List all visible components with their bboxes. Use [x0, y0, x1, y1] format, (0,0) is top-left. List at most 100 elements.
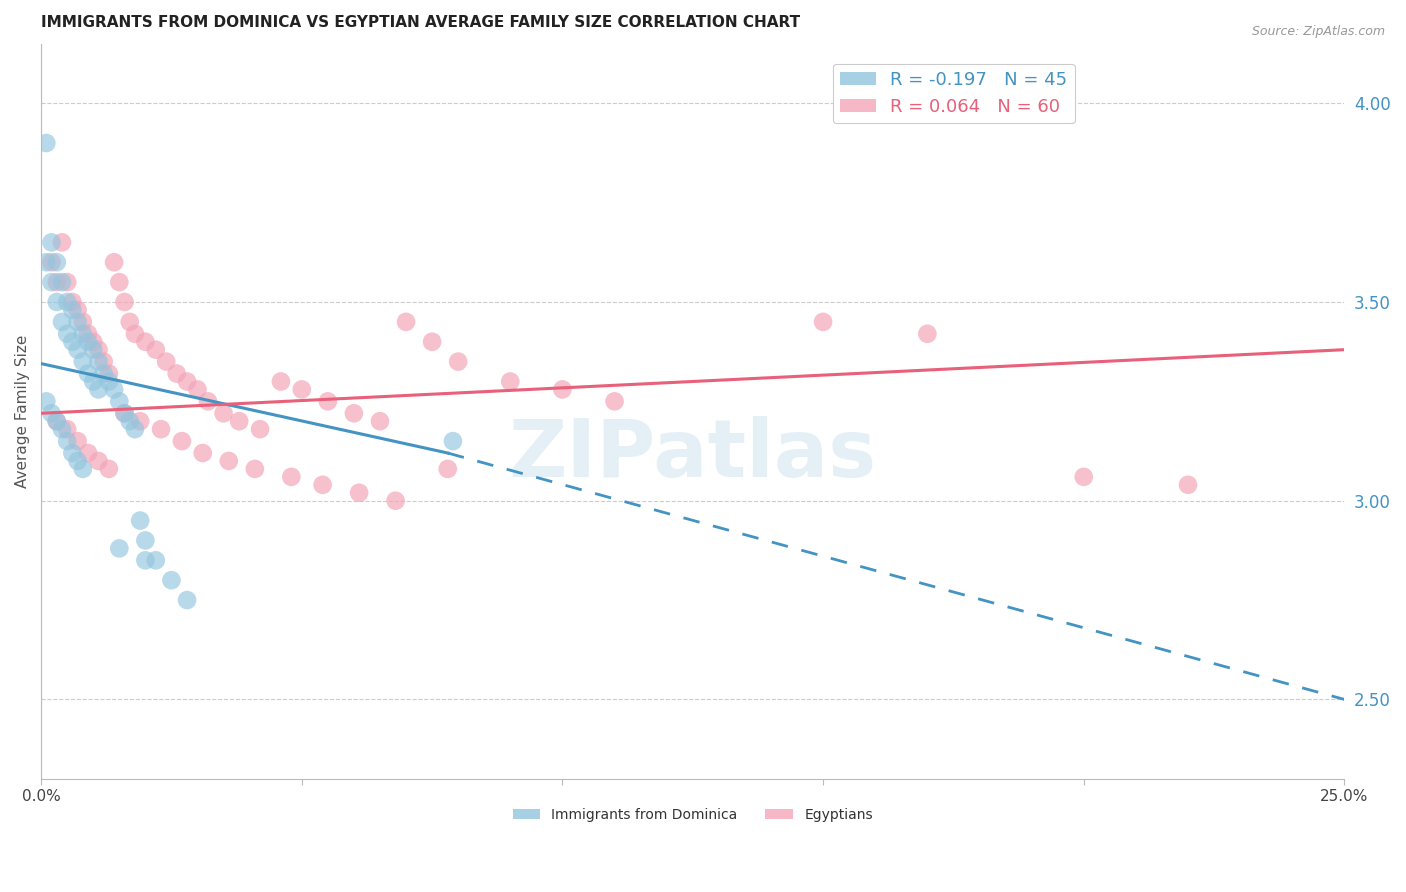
- Point: [291, 383, 314, 397]
- Point: [51, 422, 73, 436]
- Point: [155, 354, 177, 368]
- Point: [77, 446, 100, 460]
- Text: ZIPatlas: ZIPatlas: [509, 417, 877, 494]
- Point: [72, 315, 94, 329]
- Point: [343, 406, 366, 420]
- Point: [87, 454, 110, 468]
- Point: [41, 406, 63, 420]
- Point: [72, 462, 94, 476]
- Point: [218, 454, 240, 468]
- Point: [270, 375, 292, 389]
- Point: [603, 394, 626, 409]
- Point: [134, 533, 156, 548]
- Point: [108, 394, 131, 409]
- Point: [160, 573, 183, 587]
- Point: [249, 422, 271, 436]
- Point: [197, 394, 219, 409]
- Point: [118, 315, 141, 329]
- Point: [97, 367, 120, 381]
- Point: [66, 302, 89, 317]
- Point: [441, 434, 464, 449]
- Point: [77, 326, 100, 341]
- Point: [66, 315, 89, 329]
- Point: [243, 462, 266, 476]
- Point: [72, 326, 94, 341]
- Point: [87, 383, 110, 397]
- Point: [51, 275, 73, 289]
- Point: [41, 255, 63, 269]
- Point: [191, 446, 214, 460]
- Point: [176, 375, 198, 389]
- Point: [60, 446, 83, 460]
- Point: [66, 434, 89, 449]
- Point: [82, 375, 104, 389]
- Point: [129, 514, 152, 528]
- Point: [35, 255, 58, 269]
- Point: [280, 470, 302, 484]
- Point: [45, 414, 67, 428]
- Point: [97, 462, 120, 476]
- Point: [103, 383, 125, 397]
- Point: [82, 334, 104, 349]
- Point: [150, 422, 173, 436]
- Point: [212, 406, 235, 420]
- Point: [87, 343, 110, 357]
- Point: [420, 334, 443, 349]
- Point: [56, 275, 79, 289]
- Point: [1073, 470, 1095, 484]
- Point: [103, 255, 125, 269]
- Point: [77, 367, 100, 381]
- Point: [93, 367, 115, 381]
- Point: [176, 593, 198, 607]
- Point: [56, 422, 79, 436]
- Point: [56, 295, 79, 310]
- Point: [60, 295, 83, 310]
- Point: [228, 414, 250, 428]
- Point: [118, 414, 141, 428]
- Point: [124, 422, 146, 436]
- Point: [77, 334, 100, 349]
- Point: [145, 343, 167, 357]
- Point: [93, 354, 115, 368]
- Point: [134, 334, 156, 349]
- Point: [82, 343, 104, 357]
- Legend: Immigrants from Dominica, Egyptians: Immigrants from Dominica, Egyptians: [508, 802, 879, 827]
- Point: [56, 434, 79, 449]
- Point: [134, 553, 156, 567]
- Point: [347, 485, 370, 500]
- Point: [316, 394, 339, 409]
- Point: [499, 375, 522, 389]
- Point: [166, 367, 188, 381]
- Point: [447, 354, 470, 368]
- Point: [35, 394, 58, 409]
- Point: [1177, 478, 1199, 492]
- Point: [87, 354, 110, 368]
- Point: [170, 434, 193, 449]
- Point: [811, 315, 834, 329]
- Point: [45, 414, 67, 428]
- Point: [395, 315, 418, 329]
- Point: [45, 255, 67, 269]
- Point: [56, 326, 79, 341]
- Point: [66, 454, 89, 468]
- Point: [97, 375, 120, 389]
- Point: [51, 315, 73, 329]
- Point: [124, 326, 146, 341]
- Point: [72, 354, 94, 368]
- Point: [368, 414, 391, 428]
- Point: [114, 406, 136, 420]
- Text: IMMIGRANTS FROM DOMINICA VS EGYPTIAN AVERAGE FAMILY SIZE CORRELATION CHART: IMMIGRANTS FROM DOMINICA VS EGYPTIAN AVE…: [41, 15, 800, 30]
- Point: [311, 478, 333, 492]
- Point: [145, 553, 167, 567]
- Point: [35, 136, 58, 150]
- Y-axis label: Average Family Size: Average Family Size: [15, 334, 30, 488]
- Point: [436, 462, 458, 476]
- Point: [66, 343, 89, 357]
- Point: [129, 414, 152, 428]
- Point: [60, 302, 83, 317]
- Point: [41, 275, 63, 289]
- Point: [45, 275, 67, 289]
- Point: [384, 493, 406, 508]
- Point: [551, 383, 574, 397]
- Text: Source: ZipAtlas.com: Source: ZipAtlas.com: [1251, 25, 1385, 38]
